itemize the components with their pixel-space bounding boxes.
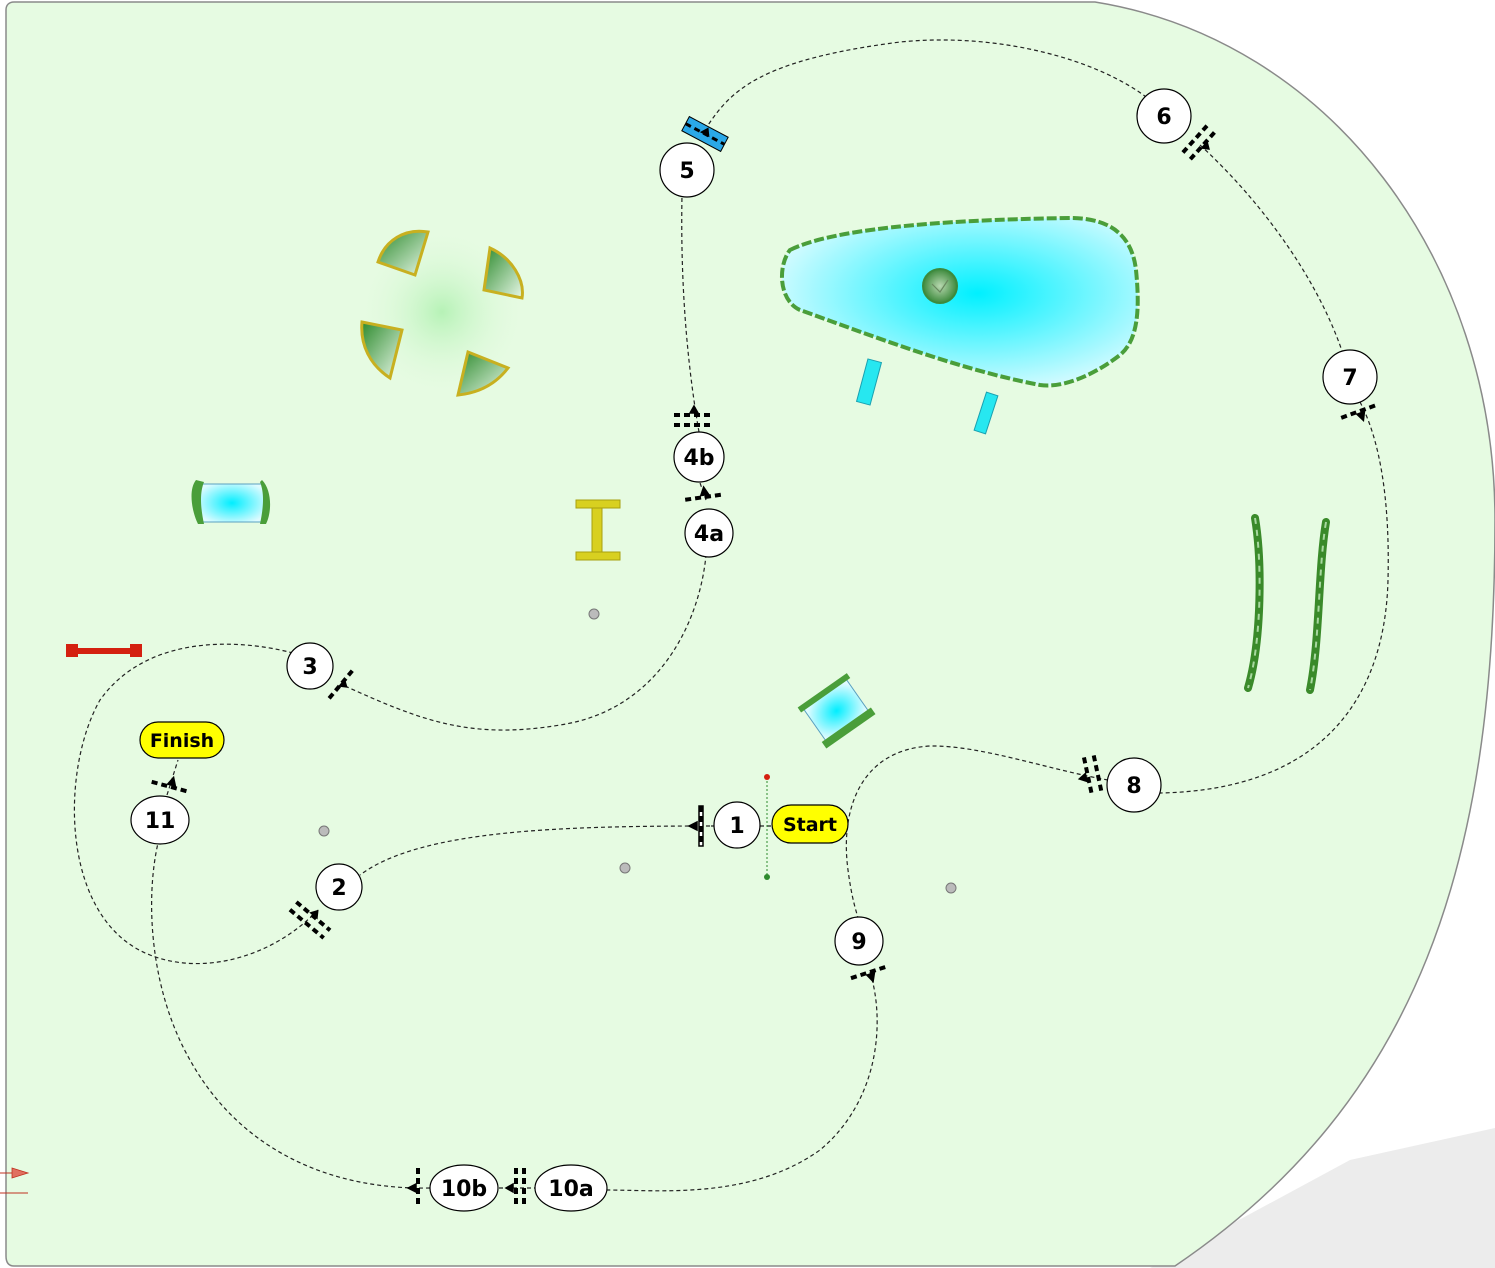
fence-icon: [151, 775, 191, 795]
marker-label: 8: [1126, 774, 1141, 799]
island-bush-icon: [922, 268, 958, 304]
entrance-arrow-icon: [0, 1167, 30, 1194]
tree-mound: [357, 227, 527, 397]
marker-label: 11: [145, 809, 176, 834]
marker-9: 9: [834, 916, 884, 966]
lake-water-feature: [779, 215, 1140, 388]
marker-5: 5: [659, 142, 715, 198]
grey-dot: [318, 825, 330, 837]
yellow-brush-obstacle: [575, 499, 621, 561]
water-marker-left: [855, 358, 883, 406]
marker-7: 7: [1322, 349, 1378, 405]
hedge-rows: [1244, 514, 1330, 694]
marker-label: 3: [302, 655, 317, 680]
finish-label: Finish: [150, 730, 214, 752]
red-pole: [66, 644, 142, 657]
marker-10b: 10b: [429, 1164, 499, 1212]
arena-boundary: [5, 1, 1495, 1267]
finish-badge: Finish: [139, 721, 225, 759]
tree-icon: [456, 349, 511, 397]
marker-label: 10b: [441, 1177, 487, 1202]
grey-dot: [945, 882, 957, 894]
marker-label: 4b: [683, 446, 714, 471]
grey-dot: [619, 862, 631, 874]
start-badge: Start: [771, 804, 849, 844]
marker-label: 10a: [548, 1177, 593, 1202]
marker-2: 2: [315, 863, 363, 911]
marker-label: 6: [1156, 105, 1171, 130]
marker-label: 2: [331, 876, 346, 901]
grey-dot: [588, 608, 600, 620]
marker-10a: 10a: [534, 1164, 608, 1212]
marker-label: 4a: [694, 522, 724, 547]
marker-label: 5: [679, 159, 694, 184]
fence-icon: [504, 1168, 526, 1208]
water-marker-right: [973, 391, 999, 435]
fence-icon: [684, 485, 726, 502]
tree-icon: [376, 229, 430, 277]
water-jump-left: [191, 480, 271, 524]
tree-icon: [360, 320, 404, 381]
marker-label: 9: [851, 930, 866, 955]
marker-3: 3: [286, 642, 334, 690]
marker-label: 1: [729, 814, 744, 839]
fence-icon: [674, 404, 714, 427]
start-label: Start: [783, 814, 837, 836]
marker-4a: 4a: [684, 508, 734, 558]
marker-6: 6: [1136, 88, 1192, 144]
marker-label: 7: [1342, 366, 1357, 391]
fence-icon: [687, 805, 704, 847]
corner-shade: [1150, 1128, 1495, 1268]
liverpool-fence-icon: [681, 115, 729, 153]
course-route: [73, 39, 1389, 1192]
tree-icon: [482, 245, 524, 300]
fence-icon: [1340, 402, 1380, 422]
marker-1: 1: [713, 801, 761, 849]
fence-icon: [288, 900, 332, 940]
fence-icon: [406, 1168, 420, 1208]
water-jump-center: [797, 673, 876, 749]
marker-4b: 4b: [673, 431, 725, 483]
marker-8: 8: [1106, 757, 1162, 813]
fence-icon: [327, 666, 357, 700]
marker-11: 11: [130, 795, 190, 845]
